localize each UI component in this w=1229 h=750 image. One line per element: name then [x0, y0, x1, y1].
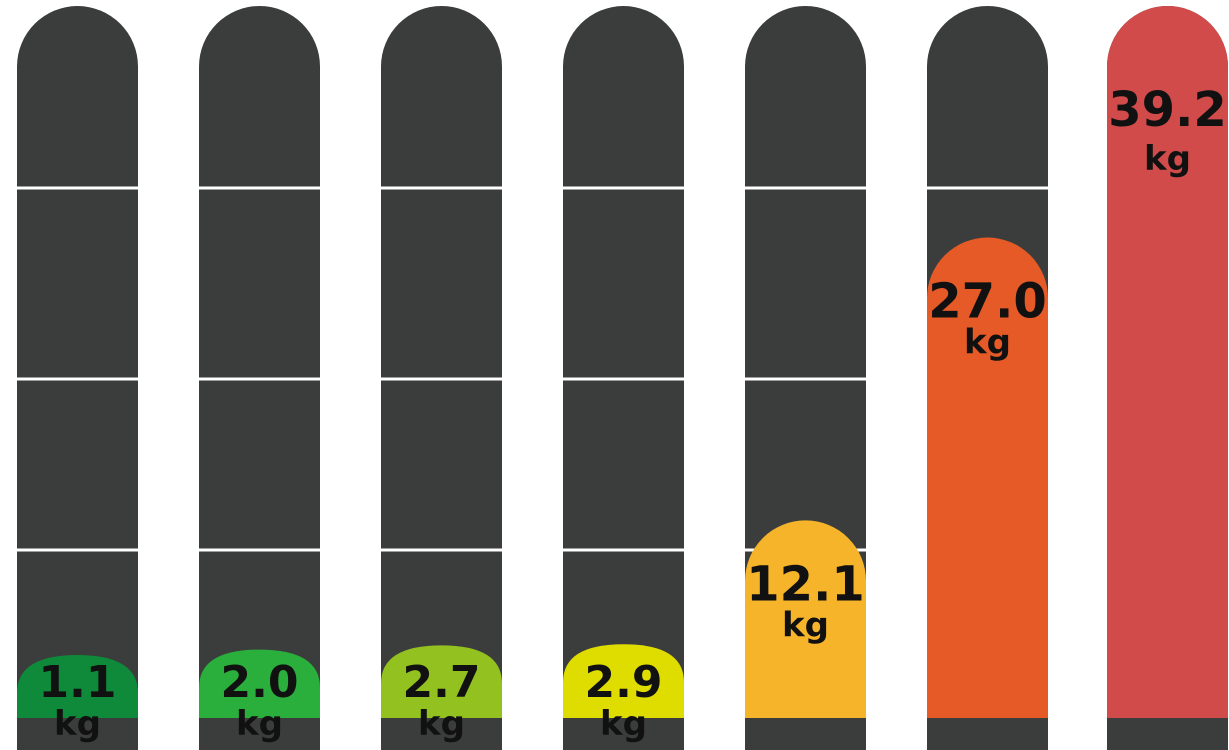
bar	[927, 237, 1048, 718]
value-label: 2.7	[403, 657, 481, 708]
value-label: 27.0	[928, 274, 1046, 330]
bar	[199, 649, 320, 718]
unit-label: kg	[964, 323, 1011, 363]
bar-joint	[683, 718, 746, 750]
value-label: 1.1	[39, 657, 117, 708]
unit-label: kg	[236, 704, 283, 744]
bars	[17, 6, 1228, 718]
unit-label: kg	[1144, 139, 1191, 179]
bar	[745, 520, 866, 718]
unit-label: kg	[782, 605, 829, 645]
bar-joint	[501, 718, 564, 750]
value-label: 2.0	[221, 657, 299, 708]
value-label: 39.2	[1108, 82, 1226, 138]
bar-joint	[319, 718, 382, 750]
bar	[1107, 6, 1228, 718]
bar-joint	[1047, 718, 1108, 750]
bar-joint	[865, 718, 928, 750]
bar	[381, 645, 502, 718]
value-label: 12.1	[746, 556, 864, 612]
unit-label: kg	[600, 704, 647, 744]
gridlines	[17, 186, 1048, 552]
bar-joint	[137, 718, 200, 750]
bar	[563, 644, 684, 718]
bar	[17, 655, 138, 718]
unit-label: kg	[418, 704, 465, 744]
unit-label: kg	[54, 704, 101, 744]
value-label: 2.9	[585, 657, 663, 708]
